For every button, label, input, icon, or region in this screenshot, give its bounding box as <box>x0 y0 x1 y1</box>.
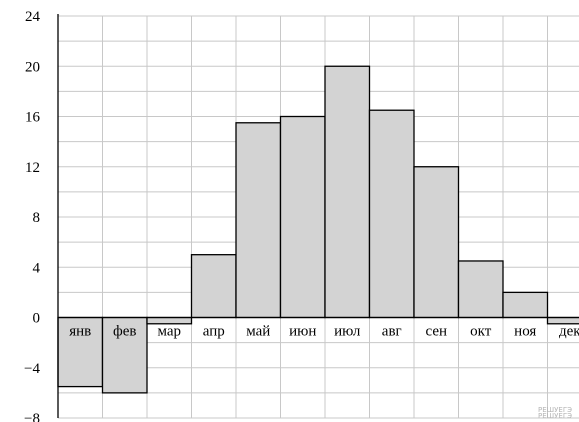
bar-9 <box>413 166 460 319</box>
bars <box>57 65 579 394</box>
category-label: окт <box>470 324 492 340</box>
category-label: дек <box>559 324 579 340</box>
bar-5 <box>235 122 282 319</box>
y-tick-label: 8 <box>33 210 41 226</box>
category-label: июл <box>334 324 361 340</box>
bar-11 <box>502 291 549 319</box>
category-label: фев <box>113 324 136 340</box>
bar-7 <box>324 65 371 319</box>
bar-6 <box>279 115 326 319</box>
watermark-line-1: РЕШУЕГЭ <box>538 406 572 414</box>
category-label: июн <box>289 324 316 340</box>
bar-2 <box>101 316 148 394</box>
y-tick-label: −4 <box>24 361 40 377</box>
category-label: ноя <box>514 324 536 340</box>
category-label: сен <box>425 324 447 340</box>
y-tick-label: 4 <box>33 260 41 276</box>
category-labels: янв фев мар апр май июн июл авг сен окт ноя дек <box>69 324 579 340</box>
category-label: май <box>246 324 270 340</box>
y-tick-label: 16 <box>25 110 41 126</box>
y-tick-label: 12 <box>25 160 40 176</box>
category-label: мар <box>157 324 181 340</box>
category-label: янв <box>69 324 91 340</box>
bar-8 <box>368 109 415 319</box>
watermark-line-2: РЕШУЕГЭ <box>538 412 572 420</box>
y-tick-label: 20 <box>25 59 40 75</box>
bar-10 <box>457 260 504 319</box>
category-label: авг <box>382 324 402 340</box>
y-tick-label: −8 <box>24 411 40 422</box>
y-tick-labels: 24 20 16 12 8 4 0 −4 −8 <box>24 9 40 422</box>
y-tick-label: 0 <box>33 311 41 327</box>
category-label: апр <box>203 324 225 340</box>
bar-4 <box>190 254 237 319</box>
y-tick-label: 24 <box>25 9 41 25</box>
axes <box>57 14 579 418</box>
